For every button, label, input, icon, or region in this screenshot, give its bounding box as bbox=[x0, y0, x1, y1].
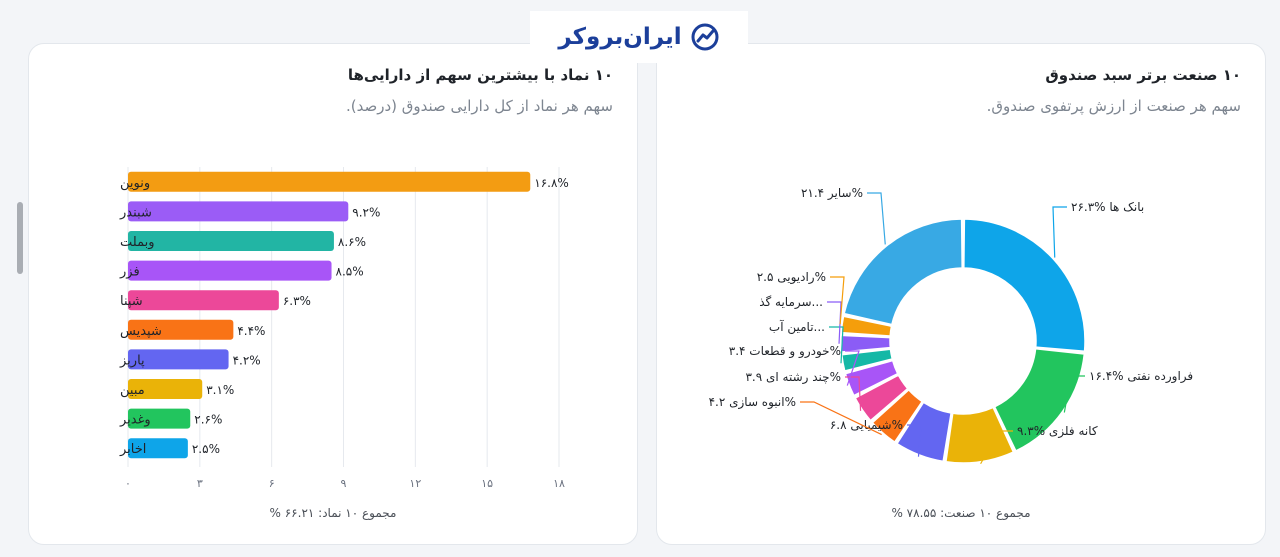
top-industries-footer: مجموع ۱۰ صنعت: ۷۸.۵۵ % bbox=[891, 506, 1031, 520]
category-label: پاریز bbox=[119, 353, 145, 368]
donut-slice bbox=[896, 401, 952, 463]
top-symbols-card: ۱۰ نماد با بیشترین سهم از دارایی‌ها سهم … bbox=[28, 43, 638, 545]
category-label: فزر bbox=[119, 265, 140, 280]
data-label: ۴.۴% bbox=[237, 324, 265, 338]
x-tick-label: ۱۵ bbox=[481, 477, 493, 490]
leader-line bbox=[827, 301, 842, 344]
slice-label: خودرو و قطعات ۳.۴% bbox=[729, 344, 841, 359]
brand-logo-text: ایران‌بروکر bbox=[558, 24, 682, 50]
bar bbox=[128, 290, 279, 311]
top-symbols-footer: مجموع ۱۰ نماد: ۶۶.۲۱ % bbox=[269, 506, 397, 520]
slice-label: انبوه سازی ۴.۲% bbox=[709, 395, 796, 410]
slice-label: سرمایه گذ... bbox=[759, 295, 823, 310]
bar bbox=[128, 319, 234, 340]
top-industries-subtitle: سهم هر صنعت از ارزش پرتفوی صندوق. bbox=[986, 97, 1241, 115]
top-symbols-bar-chart: ۰ ۳ ۶ ۹ ۱۲ ۱۵ ۱۸ ونوین ۱۶.۸% شبندر ۹.۲% وبملت ۸.۶% فز… bbox=[119, 167, 569, 490]
leader-line bbox=[830, 276, 845, 325]
leader-line bbox=[1063, 375, 1085, 413]
top-industries-donut-chart: ۲۶.۳% بانک ها ۱۶.۴% فراورده نفتی ۹.۳% کانه… bbox=[709, 186, 1193, 465]
donut-slice bbox=[840, 334, 892, 353]
x-tick-label: ۰ bbox=[125, 477, 131, 490]
category-label: مبین bbox=[120, 383, 145, 398]
x-tick-label: ۱۸ bbox=[553, 477, 565, 490]
donut-slice bbox=[963, 218, 1086, 352]
bar bbox=[128, 260, 332, 281]
donut-slice bbox=[871, 389, 923, 443]
donut-slice bbox=[945, 406, 1015, 464]
category-label: ونوین bbox=[120, 176, 150, 191]
bar bbox=[128, 231, 334, 251]
bar bbox=[128, 438, 188, 459]
data-label: ۸.۵% bbox=[336, 265, 364, 279]
leader-line bbox=[867, 192, 886, 245]
leader-line bbox=[845, 350, 860, 386]
slice-label: ۹.۳% کانه فلزی bbox=[1017, 424, 1098, 439]
slice-label: ۱۶.۴% فراورده نفتی bbox=[1089, 369, 1193, 384]
data-label: ۱۶.۸% bbox=[534, 176, 569, 190]
donut-slice bbox=[843, 218, 963, 326]
data-label: ۲.۶% bbox=[194, 413, 222, 427]
page-scrollbar-thumb[interactable] bbox=[17, 202, 23, 274]
category-label: وبملت bbox=[120, 235, 154, 250]
top-industries-title: ۱۰ صنعت برتر سبد صندوق bbox=[1045, 66, 1241, 84]
leader-line bbox=[980, 430, 1013, 465]
category-label: شپنا bbox=[120, 294, 143, 309]
leader-line bbox=[829, 326, 844, 364]
donut-slice bbox=[854, 374, 909, 422]
data-label: ۳.۱% bbox=[206, 383, 234, 397]
x-tick-label: ۶ bbox=[269, 477, 275, 490]
x-tick-label: ۹ bbox=[341, 477, 347, 490]
slice-label: سایر ۲۱.۴% bbox=[801, 186, 863, 201]
category-label: وغدیر bbox=[119, 413, 151, 428]
slice-label: تامین آب... bbox=[769, 319, 825, 335]
leader-line bbox=[907, 424, 922, 457]
slice-label: رادیویی ۲.۵% bbox=[757, 270, 826, 285]
trend-up-icon bbox=[691, 23, 719, 51]
bar bbox=[128, 349, 229, 370]
x-tick-label: ۳ bbox=[197, 477, 203, 490]
brand-logo[interactable]: ایران‌بروکر bbox=[530, 11, 748, 63]
slice-label: ۲۶.۳% بانک ها bbox=[1071, 200, 1144, 214]
bar bbox=[128, 201, 349, 222]
top-symbols-title: ۱۰ نماد با بیشترین سهم از دارایی‌ها bbox=[347, 66, 613, 84]
leader-line bbox=[1052, 206, 1067, 258]
slice-label: چند رشته ای ۳.۹% bbox=[745, 370, 841, 385]
data-label: ۸.۶% bbox=[338, 235, 366, 249]
data-label: ۹.۲% bbox=[352, 205, 380, 219]
donut-slice bbox=[993, 347, 1086, 452]
category-label: اخابر bbox=[119, 442, 146, 457]
leader-line bbox=[800, 401, 882, 436]
bar bbox=[128, 408, 191, 429]
data-label: ۲.۵% bbox=[192, 442, 220, 456]
bar bbox=[128, 171, 531, 192]
x-tick-label: ۱۲ bbox=[409, 477, 421, 490]
category-label: شبندر bbox=[119, 205, 152, 220]
top-symbols-subtitle: سهم هر نماد از کل دارایی صندوق (درصد). bbox=[346, 97, 613, 115]
bar bbox=[128, 379, 203, 399]
donut-slice bbox=[844, 359, 899, 397]
top-industries-card: ۱۰ صنعت برتر سبد صندوق سهم هر صنعت از ار… bbox=[656, 43, 1266, 545]
data-label: ۴.۲% bbox=[233, 353, 261, 367]
category-label: شپدیس bbox=[120, 324, 162, 339]
slice-label: شیمیایی ۶.۸% bbox=[830, 418, 903, 432]
data-label: ۶.۳% bbox=[283, 294, 311, 308]
